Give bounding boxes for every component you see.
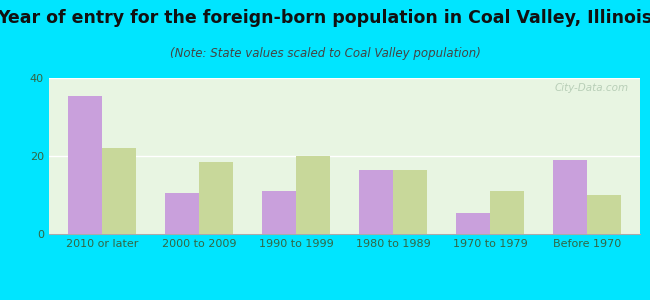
Bar — [296, 156, 330, 234]
Bar — [456, 212, 490, 234]
Text: Year of entry for the foreign-born population in Coal Valley, Illinois: Year of entry for the foreign-born popul… — [0, 9, 650, 27]
Bar — [393, 169, 427, 234]
Bar — [68, 95, 102, 234]
Text: (Note: State values scaled to Coal Valley population): (Note: State values scaled to Coal Valle… — [170, 46, 480, 59]
Bar — [587, 195, 621, 234]
Bar — [199, 162, 233, 234]
Bar — [490, 191, 524, 234]
Bar — [553, 160, 587, 234]
Bar — [262, 191, 296, 234]
Bar — [359, 169, 393, 234]
Bar — [102, 148, 136, 234]
Bar — [165, 193, 199, 234]
Text: City-Data.com: City-Data.com — [554, 83, 629, 93]
